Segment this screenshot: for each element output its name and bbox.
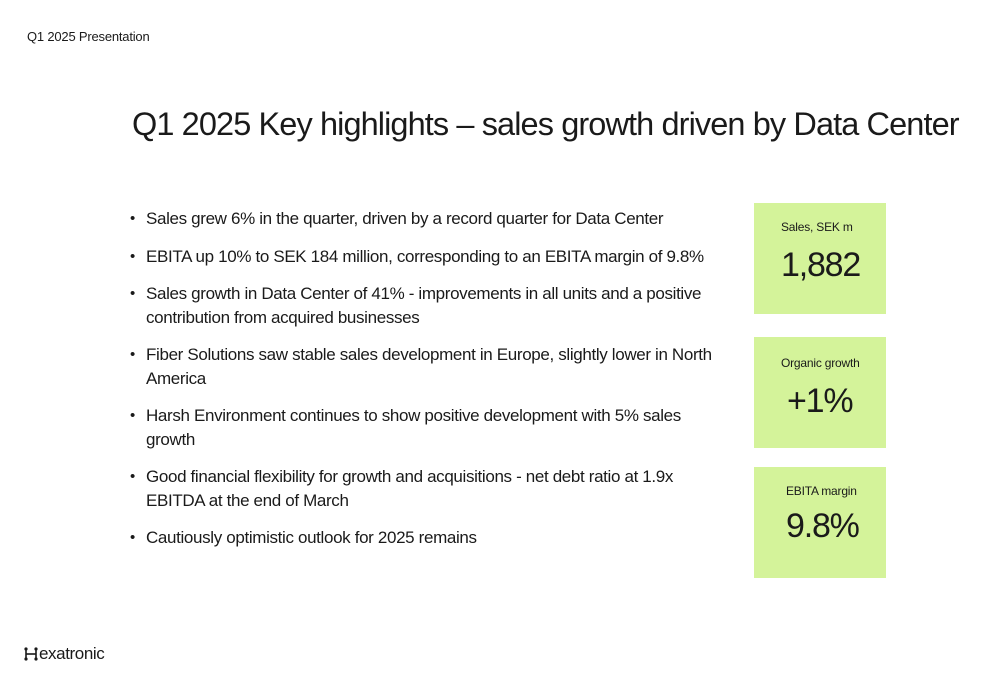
hexatronic-h-icon xyxy=(24,647,38,661)
bullet-icon: • xyxy=(130,210,135,227)
bullet-text: Sales grew 6% in the quarter, driven by … xyxy=(146,209,664,228)
bullet-text: Sales growth in Data Center of 41% - imp… xyxy=(146,284,702,327)
bullet-icon: • xyxy=(130,529,135,546)
slide-title: Q1 2025 Key highlights – sales growth dr… xyxy=(132,106,960,142)
list-item: • Fiber Solutions saw stable sales devel… xyxy=(127,343,727,391)
kpi-label: Organic growth xyxy=(781,356,860,370)
bullet-text: Fiber Solutions saw stable sales develop… xyxy=(146,345,712,388)
highlights-list: • Sales grew 6% in the quarter, driven b… xyxy=(127,207,727,563)
kpi-value: 9.8% xyxy=(786,507,860,545)
presentation-label: Q1 2025 Presentation xyxy=(27,29,150,44)
kpi-value: +1% xyxy=(787,382,854,420)
list-item: • Cautiously optimistic outlook for 2025… xyxy=(127,526,727,550)
bullet-text: Cautiously optimistic outlook for 2025 r… xyxy=(146,528,477,547)
list-item: • Sales growth in Data Center of 41% - i… xyxy=(127,282,727,330)
kpi-card-ebita-margin: EBITA margin 9.8% xyxy=(754,467,886,578)
bullet-icon: • xyxy=(130,248,135,265)
list-item: • EBITA up 10% to SEK 184 million, corre… xyxy=(127,245,727,269)
hexatronic-logo: exatronic xyxy=(24,642,105,666)
list-item: • Good financial flexibility for growth … xyxy=(127,465,727,513)
bullet-icon: • xyxy=(130,285,135,302)
list-item: • Harsh Environment continues to show po… xyxy=(127,404,727,452)
kpi-label: EBITA margin xyxy=(786,484,857,498)
list-item: • Sales grew 6% in the quarter, driven b… xyxy=(127,207,727,231)
kpi-label: Sales, SEK m xyxy=(781,220,853,234)
bullet-text: Harsh Environment continues to show posi… xyxy=(146,406,681,449)
bullet-icon: • xyxy=(130,407,135,424)
bullet-icon: • xyxy=(130,346,135,363)
kpi-card-sales: Sales, SEK m 1,882 xyxy=(754,203,886,314)
bullet-text: EBITA up 10% to SEK 184 million, corresp… xyxy=(146,247,704,266)
logo-text: exatronic xyxy=(39,644,105,663)
kpi-card-organic-growth: Organic growth +1% xyxy=(754,337,886,448)
bullet-icon: • xyxy=(130,468,135,485)
kpi-value: 1,882 xyxy=(781,246,861,284)
bullet-text: Good financial flexibility for growth an… xyxy=(146,467,674,510)
